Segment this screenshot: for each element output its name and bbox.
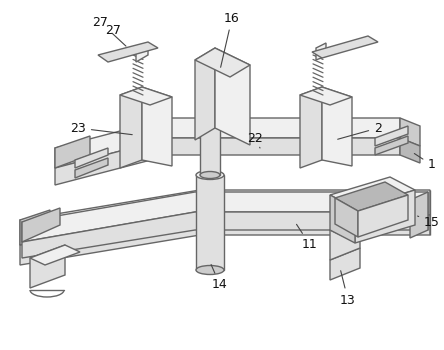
Polygon shape <box>22 212 428 258</box>
Polygon shape <box>22 192 428 242</box>
Polygon shape <box>375 136 408 155</box>
Polygon shape <box>120 87 142 168</box>
Text: 27: 27 <box>105 23 121 36</box>
Text: 1: 1 <box>414 154 436 172</box>
Polygon shape <box>200 100 220 175</box>
Polygon shape <box>22 208 60 242</box>
Ellipse shape <box>200 172 220 178</box>
Polygon shape <box>20 210 50 245</box>
Polygon shape <box>330 218 360 260</box>
Ellipse shape <box>196 170 224 180</box>
Polygon shape <box>300 87 322 168</box>
Polygon shape <box>30 245 80 265</box>
Text: 23: 23 <box>70 121 132 135</box>
Text: 15: 15 <box>417 216 440 229</box>
Polygon shape <box>20 215 430 265</box>
Polygon shape <box>136 43 148 62</box>
Polygon shape <box>20 190 430 245</box>
Polygon shape <box>196 175 224 270</box>
Text: 22: 22 <box>247 132 263 148</box>
Ellipse shape <box>200 97 220 104</box>
Polygon shape <box>335 182 408 211</box>
Polygon shape <box>330 218 375 237</box>
Polygon shape <box>195 48 215 140</box>
Polygon shape <box>215 48 250 145</box>
Text: 2: 2 <box>338 121 382 139</box>
Polygon shape <box>30 245 65 288</box>
Polygon shape <box>330 177 415 208</box>
Polygon shape <box>142 87 172 166</box>
Polygon shape <box>55 138 400 185</box>
Polygon shape <box>55 118 400 168</box>
Polygon shape <box>410 192 428 238</box>
Polygon shape <box>55 136 90 168</box>
Polygon shape <box>75 158 108 178</box>
Polygon shape <box>300 87 352 105</box>
Polygon shape <box>330 195 355 243</box>
Polygon shape <box>120 87 172 105</box>
Text: 14: 14 <box>211 265 228 292</box>
Polygon shape <box>400 118 420 146</box>
Polygon shape <box>330 248 360 280</box>
Polygon shape <box>316 43 326 60</box>
Polygon shape <box>355 190 415 243</box>
Polygon shape <box>335 198 358 237</box>
Polygon shape <box>312 36 378 58</box>
Polygon shape <box>358 195 408 237</box>
Ellipse shape <box>196 266 224 274</box>
Polygon shape <box>195 48 250 77</box>
Polygon shape <box>375 126 408 146</box>
Text: 13: 13 <box>340 271 356 307</box>
Text: 11: 11 <box>297 224 318 252</box>
Text: 16: 16 <box>221 12 240 67</box>
Polygon shape <box>322 87 352 166</box>
Polygon shape <box>400 138 420 163</box>
Text: 27: 27 <box>92 15 126 46</box>
Polygon shape <box>75 148 108 168</box>
Polygon shape <box>98 42 158 62</box>
